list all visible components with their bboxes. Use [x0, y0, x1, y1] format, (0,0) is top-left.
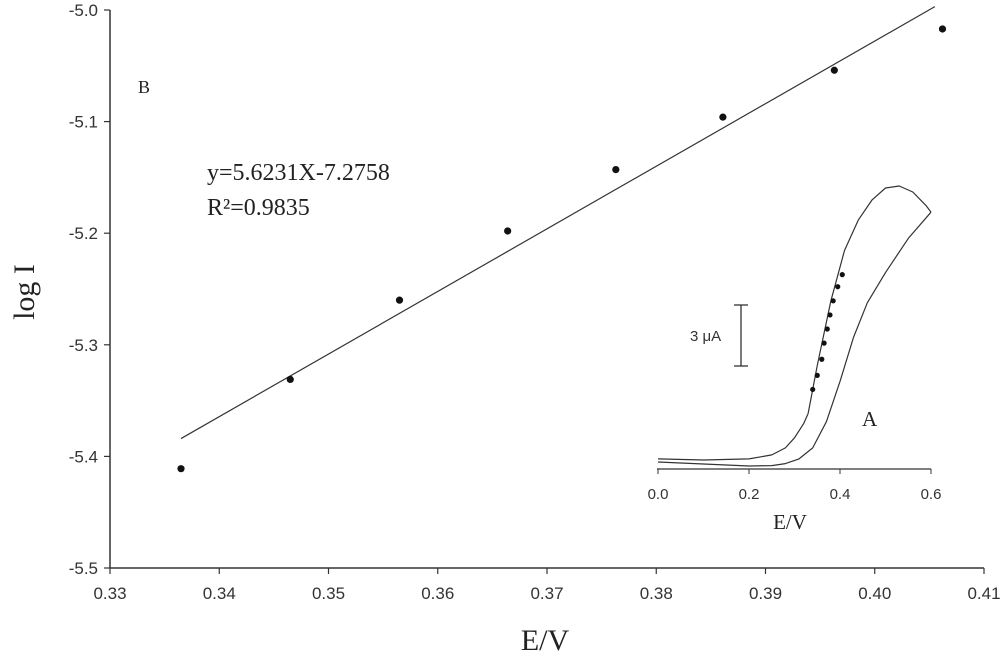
- inset-curve-upper: [807, 185, 932, 414]
- inset-curve-baseline: [657, 413, 809, 461]
- y-axis-title: log I: [8, 264, 41, 320]
- x-tick-label: 0.33: [93, 584, 126, 603]
- y-tick-label: -5.0: [69, 1, 98, 20]
- x-tick-label: 0.39: [749, 584, 782, 603]
- y-tick-label: -5.3: [69, 336, 98, 355]
- x-tick-label: 0.37: [530, 584, 563, 603]
- x-tick-label: 0.40: [858, 584, 891, 603]
- data-point: [504, 227, 512, 235]
- inset-dot: [810, 386, 816, 393]
- inset-dot: [814, 372, 820, 378]
- panel-label-b: B: [138, 77, 150, 97]
- x-tick-label: 0.36: [421, 584, 454, 603]
- fit-equation: y=5.6231X-7.2758: [207, 160, 390, 186]
- data-point: [719, 113, 727, 121]
- fit-r-squared: R²=0.9835: [207, 195, 310, 221]
- inset-x-axis-title: E/V: [773, 510, 807, 534]
- inset-curve-lower: [657, 211, 932, 467]
- x-tick-label: 0.34: [203, 584, 236, 603]
- inset-x-tick-label: 0.0: [648, 486, 669, 503]
- x-tick-label: 0.38: [640, 584, 673, 603]
- inset-dot: [821, 340, 827, 346]
- y-tick-label: -5.4: [69, 447, 98, 466]
- data-point: [286, 375, 294, 383]
- inset-panel: 0.0 0.2 0.4 0.6 3 μA A E/V: [648, 185, 942, 534]
- inset-dot: [830, 298, 836, 304]
- x-tick-label: 0.35: [312, 584, 345, 603]
- data-point: [177, 465, 185, 473]
- data-point: [830, 66, 838, 74]
- inset-x-tick-label: 0.4: [830, 486, 851, 503]
- inset-dot: [839, 272, 845, 278]
- data-point: [395, 296, 404, 304]
- y-tick-label: -5.5: [69, 559, 98, 578]
- inset-x-tick-label: 0.2: [739, 486, 760, 503]
- scale-bar-label: 3 μA: [690, 328, 721, 345]
- inset-dot: [819, 356, 825, 362]
- inset-dot: [827, 312, 833, 318]
- y-tick-label: -5.1: [69, 113, 98, 132]
- inset-x-tick-label: 0.6: [921, 486, 942, 503]
- fit-line: [180, 6, 936, 440]
- inset-dot: [824, 326, 830, 332]
- y-tick-label: -5.2: [69, 224, 98, 243]
- x-axis-title: E/V: [521, 624, 570, 657]
- data-point: [938, 25, 947, 33]
- data-point: [612, 165, 620, 174]
- x-tick-label: 0.41: [967, 584, 1000, 603]
- inset-dot: [835, 284, 841, 290]
- panel-label-a: A: [862, 407, 878, 431]
